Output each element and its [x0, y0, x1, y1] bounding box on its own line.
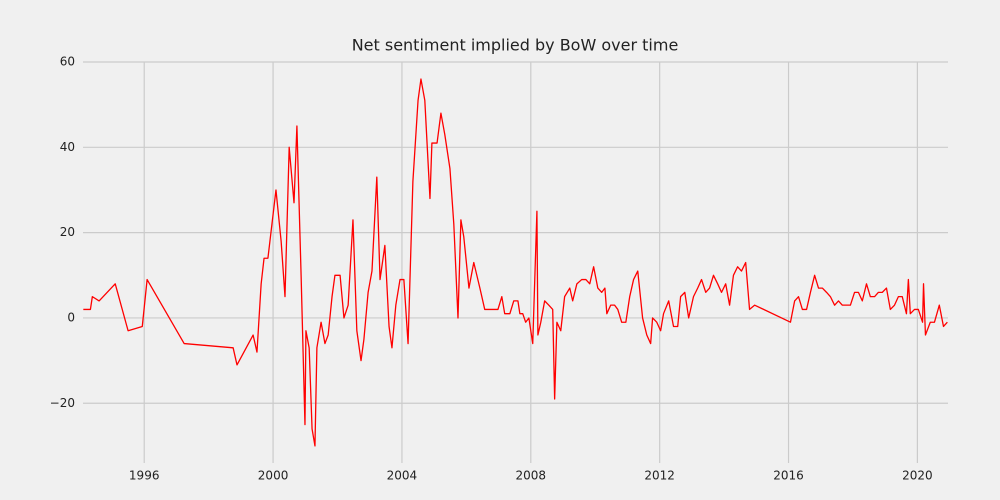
- chart-title: Net sentiment implied by BoW over time: [352, 36, 679, 55]
- x-tick-label: 2020: [902, 469, 933, 483]
- y-tick-label: −20: [50, 396, 75, 410]
- x-tick-label: 2004: [387, 469, 418, 483]
- y-tick-label: 0: [67, 310, 75, 324]
- y-tick-label: 20: [60, 225, 75, 239]
- x-tick-label: 2016: [773, 469, 804, 483]
- y-tick-label: 60: [60, 55, 75, 69]
- x-tick-label: 2000: [258, 469, 289, 483]
- x-tick-label: 2012: [644, 469, 675, 483]
- x-tick-label: 2008: [516, 469, 547, 483]
- line: [83, 78, 948, 447]
- x-tick-label: 1996: [129, 469, 160, 483]
- y-tick-label: 40: [60, 140, 75, 154]
